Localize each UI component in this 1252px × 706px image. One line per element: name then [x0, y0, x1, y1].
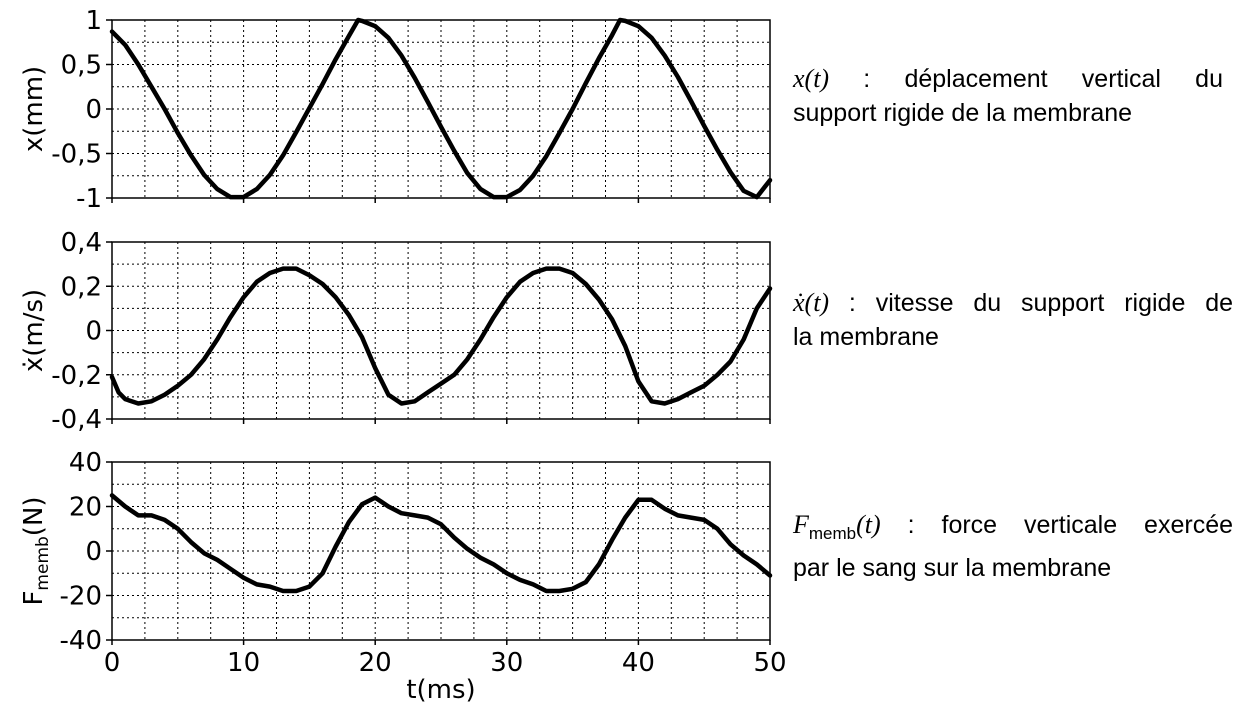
x-tick-label: 0: [104, 648, 121, 678]
y-axis-label: ẋ(m/s): [19, 289, 49, 372]
caption-force: Fmemb(t) : force verticale exercée par l…: [793, 508, 1233, 585]
caption-force-line2: par le sang sur la membrane: [793, 554, 1112, 583]
x-tick-label: 20: [359, 648, 392, 678]
y-tick-label: 40: [69, 448, 102, 478]
caption-velocity-symbol: ẋ(t): [793, 288, 830, 317]
series-line-force: [109, 493, 773, 594]
x-tick-label: 10: [227, 648, 260, 678]
caption-displacement: x(t) : déplacement vertical du support r…: [793, 62, 1223, 130]
caption-velocity: ẋ(t) : vitesse du support rigide de la m…: [793, 286, 1233, 354]
series-line-velocity: [109, 266, 773, 406]
y-tick-label: -40: [60, 626, 102, 656]
y-tick-label: 0,4: [61, 228, 102, 258]
y-tick-label: -0,4: [51, 405, 102, 435]
panel-displacement: 1 0,5 0 -0,5 -1 x(mm): [19, 6, 773, 214]
caption-velocity-line1: : vitesse du support rigide de: [829, 289, 1233, 317]
caption-displacement-line2: support rigide de la membrane: [793, 99, 1133, 127]
y-tick-label: 0,5: [61, 51, 102, 81]
y-tick-label: 0: [85, 317, 102, 347]
caption-displacement-symbol: x(t): [793, 64, 830, 93]
y-tick-label: 0: [85, 537, 102, 567]
y-tick-label: 0: [85, 95, 102, 125]
x-tick-label: 40: [622, 648, 655, 678]
x-axis-label: t(ms): [406, 675, 475, 705]
y-axis-label: x(mm): [19, 66, 49, 152]
y-tick-label: -20: [60, 582, 102, 612]
figure-charts: 1 0,5 0 -0,5 -1 x(mm) 0,4 0,2 0 -0,2 -0,4 ẋ(m/s) 40 2…: [19, 6, 787, 705]
caption-force-line1: : force verticale exercée: [880, 511, 1233, 539]
panel-velocity: 0,4 0,2 0 -0,2 -0,4 ẋ(m/s): [19, 228, 773, 435]
x-tick-label: 30: [490, 648, 523, 678]
y-tick-label: 20: [69, 493, 102, 523]
x-tick-label: 50: [753, 648, 786, 678]
caption-force-symbol: F: [793, 510, 809, 539]
y-tick-label: 0,2: [61, 272, 102, 302]
caption-force-symbol-rest: (t): [856, 510, 881, 539]
series-line-displacement: [109, 17, 773, 200]
caption-displacement-line1: : déplacement vertical du: [829, 65, 1223, 93]
y-tick-label: -0,2: [51, 361, 102, 391]
y-tick-label: 1: [85, 6, 102, 36]
y-tick-label: -0,5: [51, 140, 102, 170]
caption-velocity-line2: la membrane: [793, 323, 939, 351]
y-tick-label: -1: [76, 184, 102, 214]
y-axis-label: Fmemb(N): [19, 496, 53, 605]
caption-force-symbol-sub: memb: [808, 524, 857, 544]
